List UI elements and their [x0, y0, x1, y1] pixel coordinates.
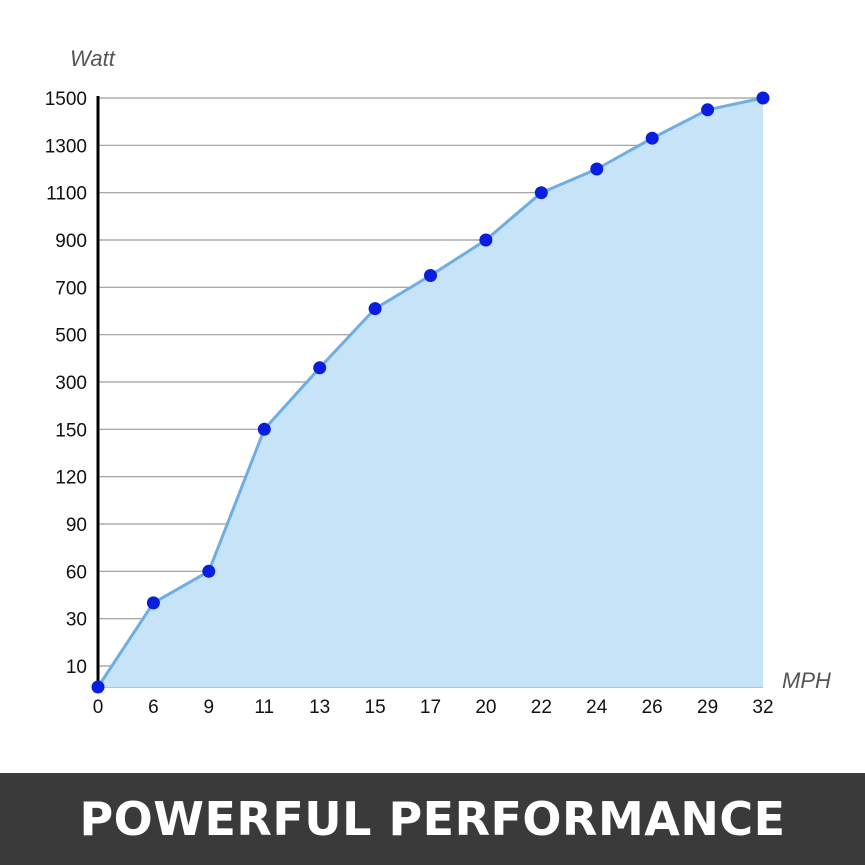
y-tick-label: 30: [66, 610, 87, 631]
x-tick-label: 0: [93, 697, 104, 718]
area-fill: [98, 98, 763, 687]
x-axis-title: MPH: [782, 668, 831, 693]
y-tick-label: 300: [55, 373, 87, 394]
x-tick-label: 24: [586, 697, 608, 718]
y-tick-label: 150: [55, 420, 87, 441]
data-point: [701, 103, 715, 117]
y-tick-label: 900: [55, 231, 87, 252]
y-tick-label: 90: [66, 515, 87, 536]
data-point: [424, 269, 437, 282]
x-tick-label: 20: [475, 697, 496, 718]
y-tick-label: 1100: [46, 184, 87, 205]
x-tick-label: 22: [531, 697, 552, 718]
y-tick-label: 60: [66, 562, 87, 583]
y-tick-labels: 10 30 60 90 120 150 300 500 700 900 1100 1300 1500: [45, 89, 87, 678]
x-tick-label: 13: [309, 697, 330, 718]
y-tick-label: 10: [66, 657, 87, 678]
data-point: [479, 233, 493, 247]
x-tick-label: 15: [365, 697, 386, 718]
banner: POWERFUL PERFORMANCE: [0, 773, 865, 865]
y-tick-label: 700: [55, 278, 87, 299]
data-point: [534, 186, 548, 200]
x-tick-label: 6: [148, 697, 159, 718]
x-tick-label: 11: [254, 697, 274, 718]
data-point: [756, 91, 770, 105]
data-point: [257, 422, 271, 436]
x-tick-label: 9: [204, 697, 215, 718]
data-point: [146, 596, 160, 610]
x-tick-label: 32: [752, 697, 773, 718]
x-tick-label: 29: [697, 697, 718, 718]
data-points: [91, 91, 770, 694]
y-axis-title: Watt: [70, 46, 116, 71]
data-point: [645, 131, 659, 145]
y-tick-label: 1300: [45, 136, 87, 157]
x-tick-label: 26: [642, 697, 663, 718]
y-tick-label: 120: [55, 468, 87, 489]
data-point: [368, 302, 382, 316]
data-point: [91, 680, 105, 694]
x-tick-label: 17: [420, 697, 441, 718]
y-tick-label: 1500: [45, 89, 87, 110]
x-tick-labels: 0 6 9 11 13 15 17 20 22 24 26 29 32: [93, 697, 774, 718]
y-tick-label: 500: [55, 326, 87, 347]
data-point: [313, 361, 327, 375]
data-point: [590, 162, 604, 176]
data-point: [202, 564, 216, 578]
banner-title: POWERFUL PERFORMANCE: [79, 792, 786, 846]
